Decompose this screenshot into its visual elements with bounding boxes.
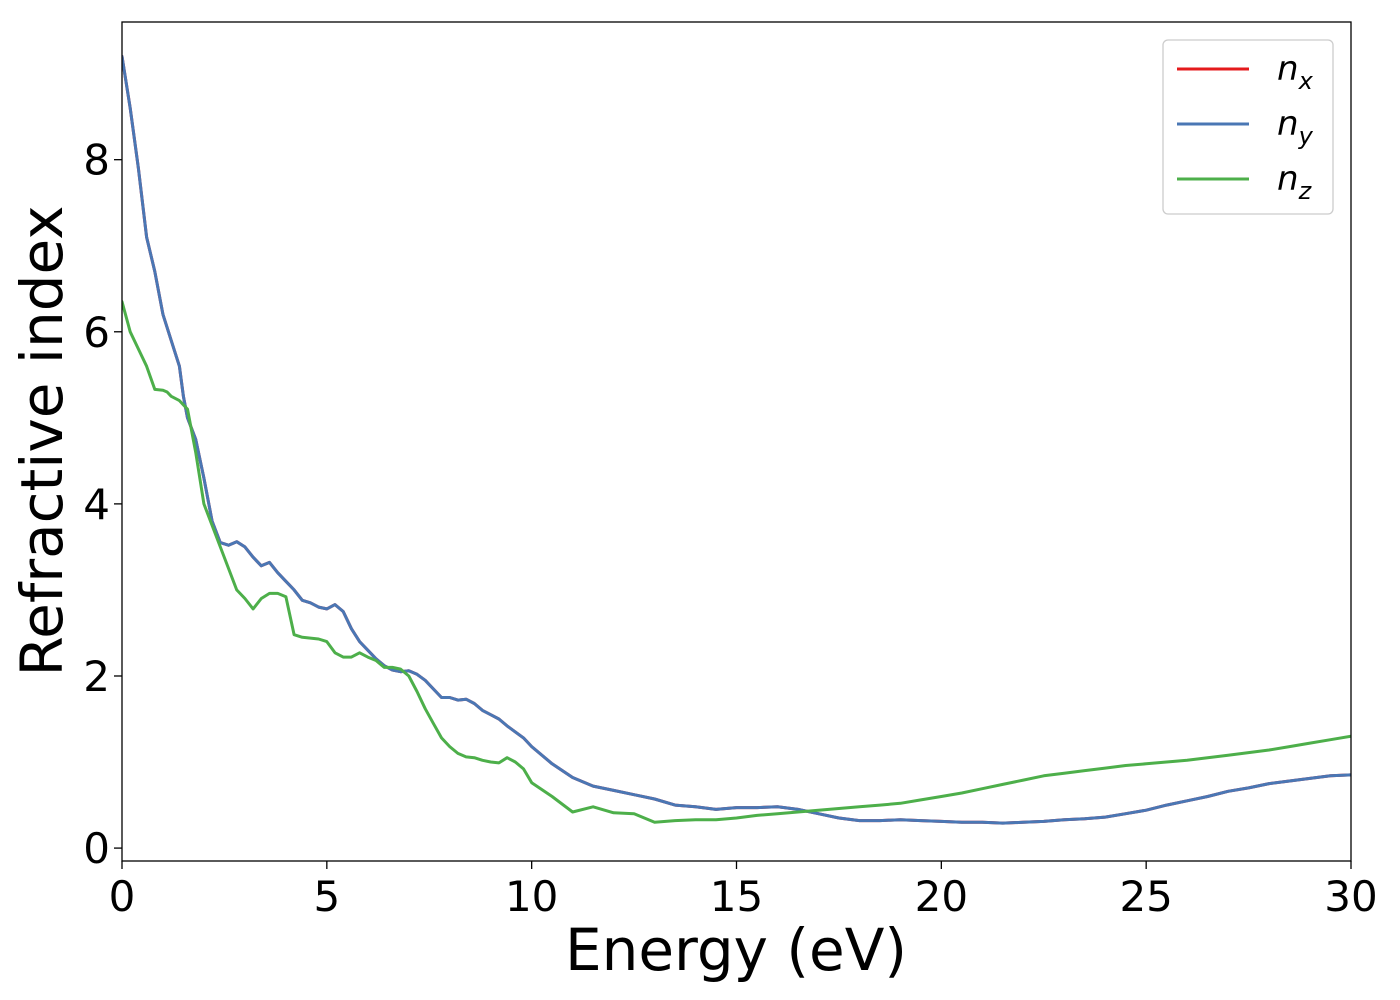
y-tick-label: 8 [83,136,110,185]
x-tick-label: 5 [313,872,340,921]
y-axis-label: Refractive index [8,205,76,676]
x-tick-label: 15 [710,872,763,921]
series-line-n-y [122,54,1351,825]
x-tick-label: 0 [109,872,136,921]
y-tick-label: 4 [83,480,110,529]
axes: 0 5 10 15 20 25 30 0 2 4 6 8 [83,21,1378,921]
x-tick-label: 30 [1324,872,1377,921]
y-tick-label: 0 [83,824,110,873]
legend: nx ny nz [1162,39,1334,215]
legend-label-n-y: ny [1277,104,1314,150]
x-tick-label: 25 [1119,872,1172,921]
series-lines [122,54,1351,825]
plot-area [122,54,1351,825]
x-tick-label: 20 [915,872,968,921]
y-tick-label: 2 [83,652,110,701]
x-tick-label: 10 [505,872,558,921]
x-axis-label: Energy (eV) [565,916,907,984]
series-line-n-z [122,300,1351,824]
legend-label-n-x: nx [1277,49,1314,95]
legend-box [1162,39,1334,215]
y-tick-label: 6 [83,308,110,357]
legend-label-n-z: nz [1277,159,1313,205]
